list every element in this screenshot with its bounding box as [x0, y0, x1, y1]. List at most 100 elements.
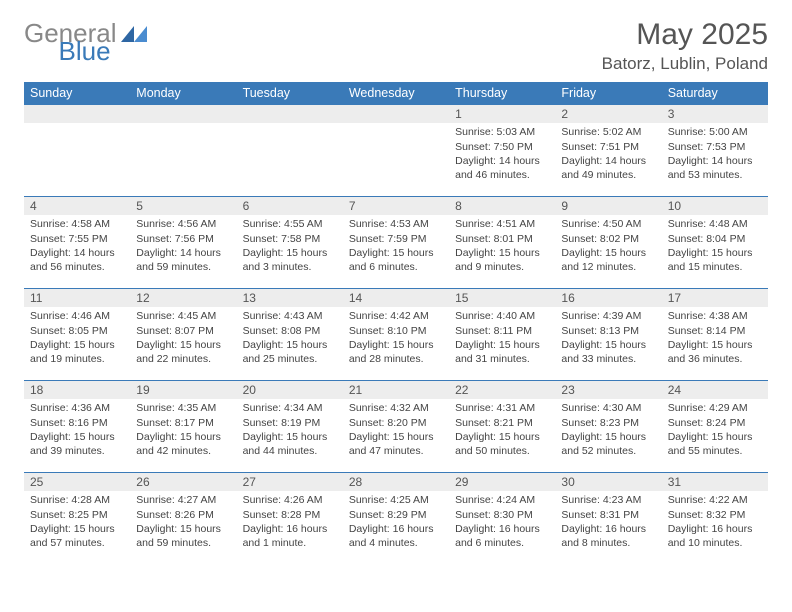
sunset-text: Sunset: 8:31 PM — [561, 508, 655, 522]
cell-body: Sunrise: 4:25 AMSunset: 8:29 PMDaylight:… — [343, 491, 449, 554]
sunset-text: Sunset: 8:13 PM — [561, 324, 655, 338]
sunrise-text: Sunrise: 4:25 AM — [349, 493, 443, 507]
day-number: 27 — [237, 473, 343, 491]
day-number: 22 — [449, 381, 555, 399]
sunrise-text: Sunrise: 4:46 AM — [30, 309, 124, 323]
day-number: 25 — [24, 473, 130, 491]
daylight-text: Daylight: 14 hours and 46 minutes. — [455, 154, 549, 182]
sunrise-text: Sunrise: 4:29 AM — [668, 401, 762, 415]
daylight-text: Daylight: 15 hours and 44 minutes. — [243, 430, 337, 458]
sunset-text: Sunset: 7:59 PM — [349, 232, 443, 246]
calendar-cell: 9Sunrise: 4:50 AMSunset: 8:02 PMDaylight… — [555, 197, 661, 289]
calendar-cell: 2Sunrise: 5:02 AMSunset: 7:51 PMDaylight… — [555, 105, 661, 197]
sunrise-text: Sunrise: 5:03 AM — [455, 125, 549, 139]
daylight-text: Daylight: 15 hours and 36 minutes. — [668, 338, 762, 366]
day-number: 6 — [237, 197, 343, 215]
sunrise-text: Sunrise: 4:42 AM — [349, 309, 443, 323]
day-number: 13 — [237, 289, 343, 307]
daylight-text: Daylight: 15 hours and 19 minutes. — [30, 338, 124, 366]
day-number: 5 — [130, 197, 236, 215]
weekday-header-row: Sunday Monday Tuesday Wednesday Thursday… — [24, 82, 768, 105]
calendar-cell: 23Sunrise: 4:30 AMSunset: 8:23 PMDayligh… — [555, 381, 661, 473]
cell-body: Sunrise: 4:32 AMSunset: 8:20 PMDaylight:… — [343, 399, 449, 462]
cell-body: Sunrise: 4:50 AMSunset: 8:02 PMDaylight:… — [555, 215, 661, 278]
sunset-text: Sunset: 8:08 PM — [243, 324, 337, 338]
sunset-text: Sunset: 8:24 PM — [668, 416, 762, 430]
daylight-text: Daylight: 15 hours and 28 minutes. — [349, 338, 443, 366]
day-number: 12 — [130, 289, 236, 307]
calendar-cell — [130, 105, 236, 197]
daylight-text: Daylight: 15 hours and 39 minutes. — [30, 430, 124, 458]
day-number: 17 — [662, 289, 768, 307]
sunrise-text: Sunrise: 4:56 AM — [136, 217, 230, 231]
calendar-cell — [343, 105, 449, 197]
calendar-week-row: 4Sunrise: 4:58 AMSunset: 7:55 PMDaylight… — [24, 197, 768, 289]
daylight-text: Daylight: 16 hours and 10 minutes. — [668, 522, 762, 550]
sunset-text: Sunset: 7:56 PM — [136, 232, 230, 246]
weekday-header: Sunday — [24, 82, 130, 105]
daylight-text: Daylight: 15 hours and 42 minutes. — [136, 430, 230, 458]
calendar-cell: 22Sunrise: 4:31 AMSunset: 8:21 PMDayligh… — [449, 381, 555, 473]
calendar-cell: 10Sunrise: 4:48 AMSunset: 8:04 PMDayligh… — [662, 197, 768, 289]
logo: General Blue — [24, 18, 207, 49]
calendar-cell: 31Sunrise: 4:22 AMSunset: 8:32 PMDayligh… — [662, 473, 768, 565]
sunrise-text: Sunrise: 4:35 AM — [136, 401, 230, 415]
calendar-cell: 17Sunrise: 4:38 AMSunset: 8:14 PMDayligh… — [662, 289, 768, 381]
sunset-text: Sunset: 8:17 PM — [136, 416, 230, 430]
day-number: 23 — [555, 381, 661, 399]
calendar-cell: 29Sunrise: 4:24 AMSunset: 8:30 PMDayligh… — [449, 473, 555, 565]
daylight-text: Daylight: 15 hours and 6 minutes. — [349, 246, 443, 274]
daylight-text: Daylight: 14 hours and 53 minutes. — [668, 154, 762, 182]
cell-body: Sunrise: 4:51 AMSunset: 8:01 PMDaylight:… — [449, 215, 555, 278]
day-number — [24, 105, 130, 123]
calendar-cell: 25Sunrise: 4:28 AMSunset: 8:25 PMDayligh… — [24, 473, 130, 565]
daylight-text: Daylight: 14 hours and 59 minutes. — [136, 246, 230, 274]
sunset-text: Sunset: 8:32 PM — [668, 508, 762, 522]
day-number: 7 — [343, 197, 449, 215]
daylight-text: Daylight: 16 hours and 4 minutes. — [349, 522, 443, 550]
sunset-text: Sunset: 8:05 PM — [30, 324, 124, 338]
calendar-cell: 11Sunrise: 4:46 AMSunset: 8:05 PMDayligh… — [24, 289, 130, 381]
header-row: General Blue May 2025 Batorz, Lublin, Po… — [24, 18, 768, 74]
sunset-text: Sunset: 8:11 PM — [455, 324, 549, 338]
sunrise-text: Sunrise: 4:27 AM — [136, 493, 230, 507]
calendar-cell: 5Sunrise: 4:56 AMSunset: 7:56 PMDaylight… — [130, 197, 236, 289]
day-number: 8 — [449, 197, 555, 215]
cell-body: Sunrise: 5:03 AMSunset: 7:50 PMDaylight:… — [449, 123, 555, 186]
cell-body: Sunrise: 4:53 AMSunset: 7:59 PMDaylight:… — [343, 215, 449, 278]
weekday-header: Thursday — [449, 82, 555, 105]
cell-body: Sunrise: 4:48 AMSunset: 8:04 PMDaylight:… — [662, 215, 768, 278]
cell-body: Sunrise: 4:56 AMSunset: 7:56 PMDaylight:… — [130, 215, 236, 278]
cell-body: Sunrise: 4:30 AMSunset: 8:23 PMDaylight:… — [555, 399, 661, 462]
day-number: 11 — [24, 289, 130, 307]
calendar-week-row: 11Sunrise: 4:46 AMSunset: 8:05 PMDayligh… — [24, 289, 768, 381]
day-number — [130, 105, 236, 123]
day-number: 18 — [24, 381, 130, 399]
sunset-text: Sunset: 7:53 PM — [668, 140, 762, 154]
calendar-cell: 1Sunrise: 5:03 AMSunset: 7:50 PMDaylight… — [449, 105, 555, 197]
daylight-text: Daylight: 15 hours and 3 minutes. — [243, 246, 337, 274]
sunset-text: Sunset: 8:26 PM — [136, 508, 230, 522]
cell-body: Sunrise: 4:29 AMSunset: 8:24 PMDaylight:… — [662, 399, 768, 462]
calendar-cell: 28Sunrise: 4:25 AMSunset: 8:29 PMDayligh… — [343, 473, 449, 565]
day-number: 29 — [449, 473, 555, 491]
calendar-cell: 13Sunrise: 4:43 AMSunset: 8:08 PMDayligh… — [237, 289, 343, 381]
daylight-text: Daylight: 14 hours and 56 minutes. — [30, 246, 124, 274]
daylight-text: Daylight: 16 hours and 8 minutes. — [561, 522, 655, 550]
cell-body: Sunrise: 4:46 AMSunset: 8:05 PMDaylight:… — [24, 307, 130, 370]
day-number: 24 — [662, 381, 768, 399]
cell-body: Sunrise: 4:26 AMSunset: 8:28 PMDaylight:… — [237, 491, 343, 554]
sunrise-text: Sunrise: 5:02 AM — [561, 125, 655, 139]
day-number — [343, 105, 449, 123]
weekday-header: Tuesday — [237, 82, 343, 105]
cell-body: Sunrise: 5:02 AMSunset: 7:51 PMDaylight:… — [555, 123, 661, 186]
sunrise-text: Sunrise: 4:48 AM — [668, 217, 762, 231]
weekday-header: Friday — [555, 82, 661, 105]
daylight-text: Daylight: 15 hours and 25 minutes. — [243, 338, 337, 366]
weekday-header: Wednesday — [343, 82, 449, 105]
calendar-cell: 14Sunrise: 4:42 AMSunset: 8:10 PMDayligh… — [343, 289, 449, 381]
cell-body: Sunrise: 4:23 AMSunset: 8:31 PMDaylight:… — [555, 491, 661, 554]
sunset-text: Sunset: 8:10 PM — [349, 324, 443, 338]
sunrise-text: Sunrise: 4:24 AM — [455, 493, 549, 507]
sunrise-text: Sunrise: 4:55 AM — [243, 217, 337, 231]
